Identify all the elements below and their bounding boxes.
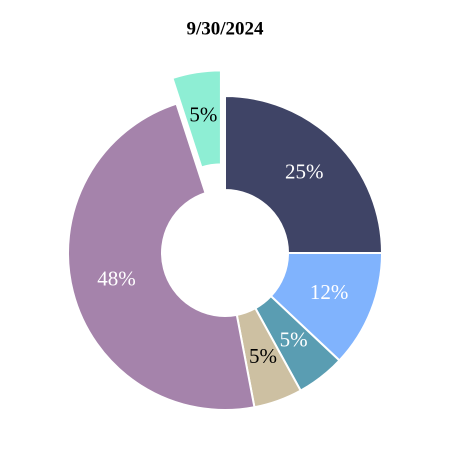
slice [171,69,222,169]
slice [67,102,256,411]
slice [224,94,384,254]
slice-label: 5% [249,344,277,368]
slice-label: 12% [310,280,349,304]
chart-title: 9/30/2024 [186,18,264,39]
slice-label: 25% [285,160,324,184]
slice-label: 5% [280,327,308,351]
slice-label: 48% [97,267,136,291]
slice-label: 5% [189,103,217,127]
